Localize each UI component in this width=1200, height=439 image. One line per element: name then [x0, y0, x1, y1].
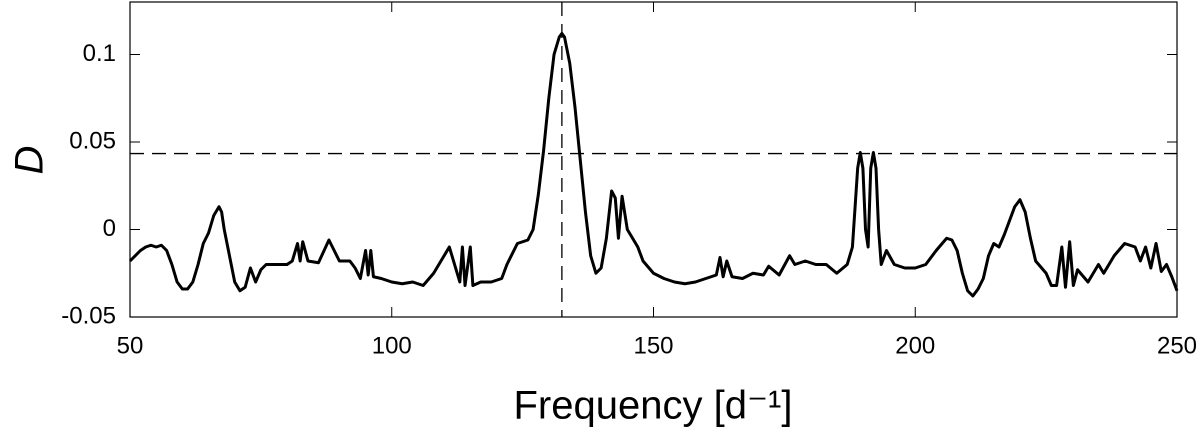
y-tick-label: 0	[103, 215, 116, 242]
plot-frame	[129, 1, 1178, 318]
x-tick-label: 250	[1157, 332, 1197, 359]
y-tick-label: 0.1	[83, 40, 116, 67]
x-tick-label: 100	[372, 332, 412, 359]
y-axis-label: D	[8, 146, 52, 175]
y-tick-label: 0.05	[69, 127, 116, 154]
x-axis-label: Frequency [d⁻¹]	[513, 384, 792, 428]
x-tick-label: 50	[117, 332, 144, 359]
y-tick-label: -0.05	[61, 302, 116, 329]
data-line	[128, 32, 1179, 298]
x-tick-label: 150	[633, 332, 673, 359]
x-tick-label: 200	[895, 332, 935, 359]
